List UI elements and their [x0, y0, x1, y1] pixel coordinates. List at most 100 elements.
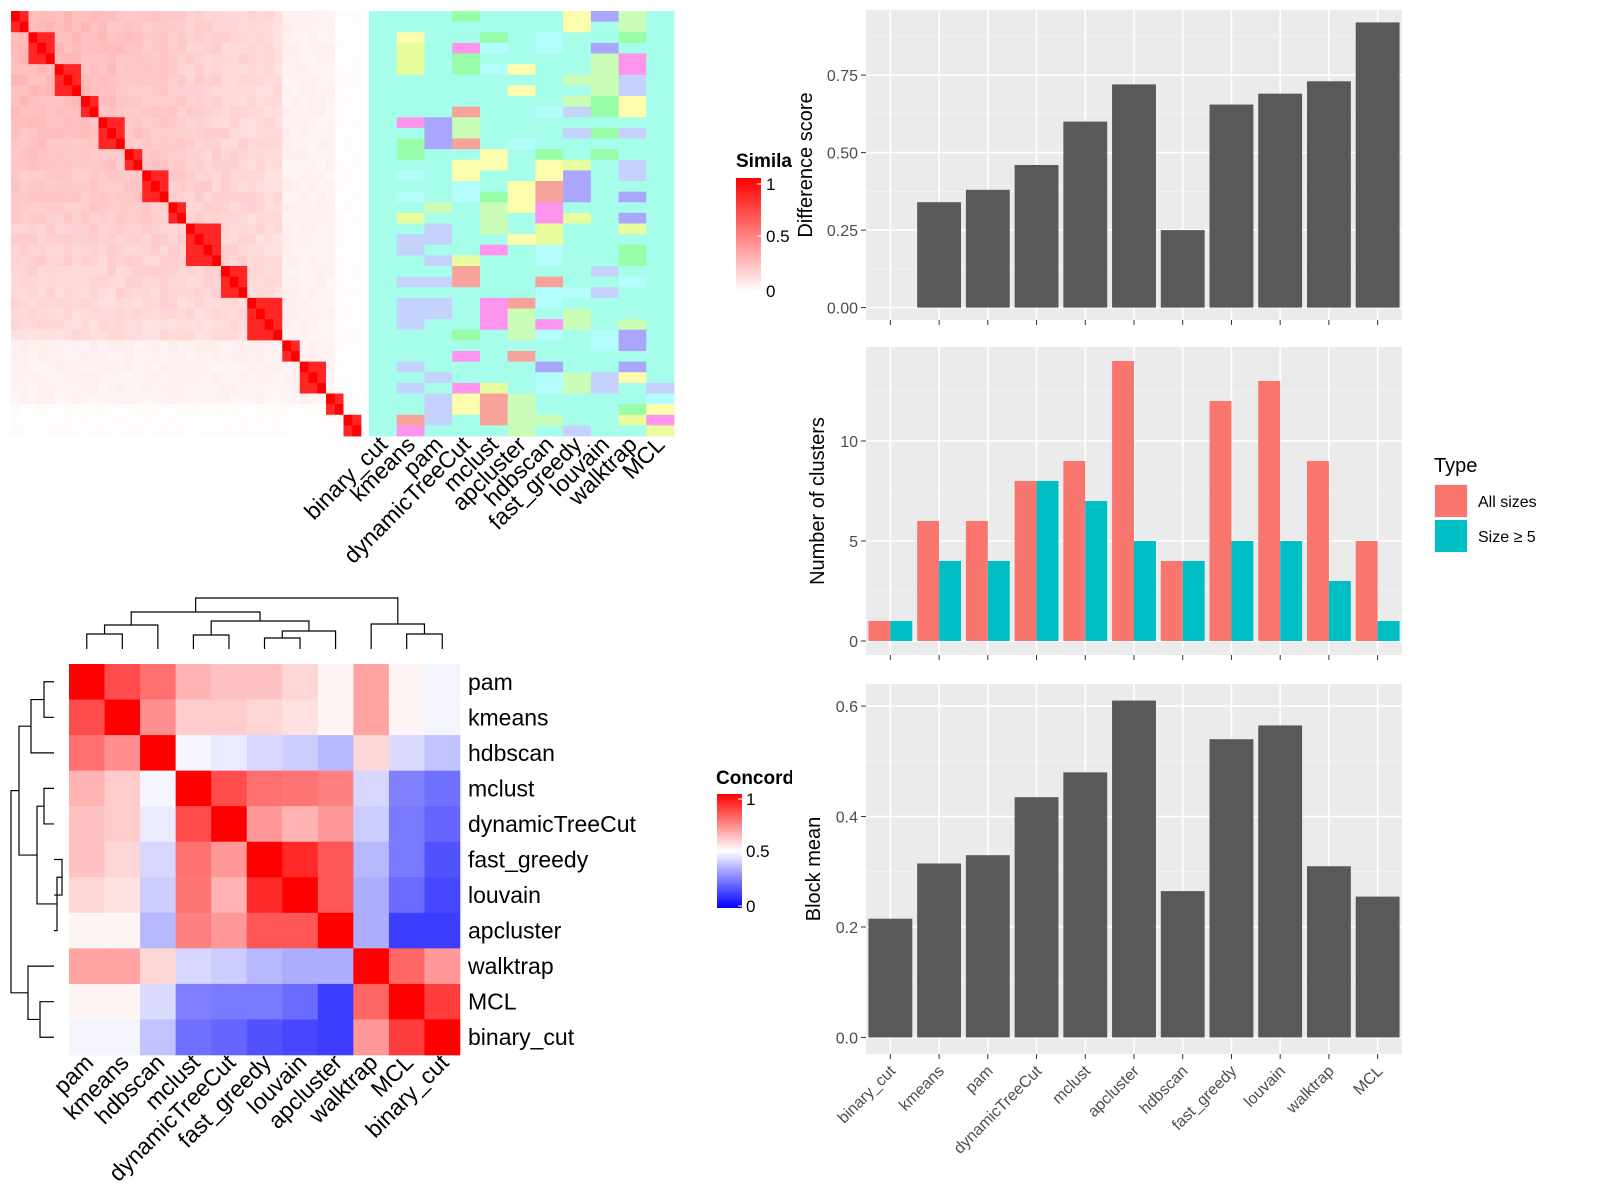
similarity-cell	[116, 32, 126, 44]
cluster-label-cell	[452, 255, 481, 267]
similarity-cell	[256, 32, 266, 44]
cluster-label-cell	[369, 393, 398, 405]
similarity-cell	[28, 212, 38, 224]
similarity-cell	[63, 266, 73, 278]
similarity-cell	[238, 191, 248, 203]
similarity-cell	[212, 234, 222, 246]
similarity-cell	[46, 372, 56, 384]
similarity-cell	[133, 191, 143, 203]
cluster-label-cell	[452, 266, 481, 278]
similarity-cell	[159, 191, 169, 203]
similarity-cell	[317, 106, 327, 118]
similarity-cell	[133, 393, 143, 405]
similarity-cell	[273, 287, 283, 299]
cluster-label-cell	[369, 74, 398, 86]
similarity-cell	[63, 21, 73, 33]
similarity-cell	[203, 382, 213, 394]
cluster-label-cell	[535, 202, 564, 214]
concordance-cell	[424, 948, 461, 985]
concordance-cell	[388, 770, 425, 807]
concordance-cell	[211, 699, 248, 736]
similarity-cell	[168, 223, 178, 235]
cluster-label-cell	[396, 159, 425, 171]
cluster-label-cell	[563, 329, 592, 341]
cluster-label-cell	[507, 32, 536, 44]
similarity-cell	[81, 32, 91, 44]
bar	[917, 863, 962, 1038]
concordance-cell	[211, 770, 248, 807]
similarity-cell	[98, 106, 108, 118]
similarity-cell	[194, 319, 204, 331]
similarity-cell	[326, 11, 336, 23]
cluster-label-cell	[563, 202, 592, 214]
similarity-cell	[264, 21, 274, 33]
cluster-label-cell	[479, 32, 509, 44]
cluster-label-cell	[590, 382, 619, 394]
similarity-cell	[264, 244, 274, 256]
similarity-cell	[28, 234, 38, 246]
similarity-cell	[11, 11, 21, 23]
cluster-label-cell	[535, 159, 564, 171]
x-tick-label: louvain	[1241, 1063, 1289, 1111]
cluster-label-cell	[396, 361, 425, 373]
similarity-cell	[273, 181, 283, 193]
similarity-cell	[247, 53, 257, 65]
cluster-label-cell	[646, 393, 675, 405]
similarity-cell	[334, 297, 344, 309]
similarity-cell	[221, 74, 231, 86]
similarity-cell	[247, 287, 257, 299]
similarity-cell	[63, 212, 73, 224]
cluster-label-cell	[563, 308, 592, 320]
similarity-cell	[334, 117, 344, 129]
concordance-cell	[104, 948, 141, 985]
cluster-label-cell	[646, 74, 675, 86]
similarity-cell	[291, 382, 301, 394]
similarity-cell	[299, 212, 309, 224]
similarity-cell	[256, 308, 266, 320]
similarity-cell	[159, 42, 169, 54]
similarity-cell	[326, 276, 336, 288]
similarity-cell	[142, 372, 152, 384]
similarity-cell	[37, 276, 47, 288]
similarity-cell	[107, 340, 117, 352]
cluster-label-cell	[618, 425, 647, 437]
similarity-cell	[238, 372, 248, 384]
similarity-cell	[229, 159, 239, 171]
similarity-cell	[194, 32, 204, 44]
y-tick-label: 0.75	[827, 68, 858, 85]
similarity-cell	[124, 11, 134, 23]
similarity-cell	[317, 212, 327, 224]
similarity-cell	[89, 159, 99, 171]
similarity-cell	[308, 181, 318, 193]
similarity-cell	[124, 351, 134, 363]
similarity-cell	[334, 191, 344, 203]
similarity-cell	[177, 404, 187, 416]
cluster-label-cell	[424, 159, 453, 171]
concordance-cell	[317, 841, 354, 878]
concordance-cell	[140, 877, 176, 914]
similarity-cell	[28, 181, 38, 193]
similarity-cell	[151, 382, 161, 394]
similarity-cell	[194, 244, 204, 256]
similarity-cell	[63, 42, 73, 54]
similarity-cell	[124, 319, 134, 331]
similarity-cell	[264, 414, 274, 426]
similarity-cell	[151, 276, 161, 288]
cluster-label-cell	[479, 297, 509, 309]
similarity-cell	[282, 372, 292, 384]
similarity-cell	[291, 117, 301, 129]
similarity-cell	[317, 11, 327, 23]
concordance-cell	[282, 664, 319, 700]
cluster-label-cell	[369, 127, 398, 139]
similarity-cell	[229, 234, 239, 246]
similarity-cell	[98, 340, 108, 352]
similarity-cell	[212, 159, 222, 171]
cluster-label-cell	[396, 191, 425, 203]
similarity-cell	[81, 106, 91, 118]
similarity-cell	[308, 266, 318, 278]
cluster-label-cell	[396, 372, 425, 384]
cluster-label-cell	[479, 212, 509, 224]
similarity-cell	[229, 351, 239, 363]
concordance-cell	[282, 948, 319, 985]
